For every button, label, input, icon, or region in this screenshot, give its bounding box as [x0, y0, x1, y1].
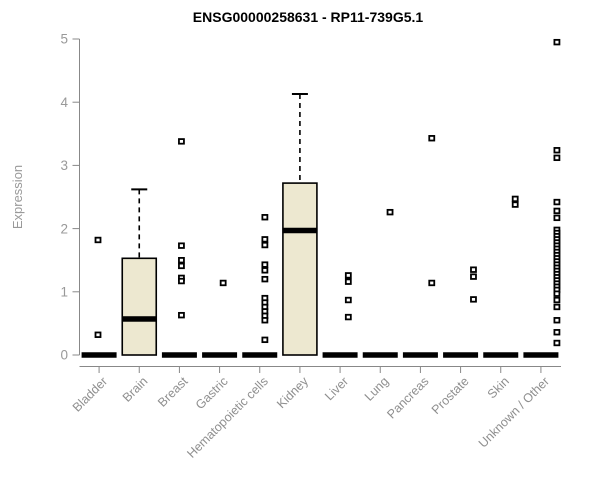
- median-liver: [322, 352, 358, 358]
- x-category-label-gastric: Gastric: [193, 374, 231, 412]
- median-hematopoietic-cells: [242, 352, 278, 358]
- median-pancreas: [402, 352, 438, 358]
- y-tick-label: 1: [60, 285, 68, 300]
- outlier-point: [261, 261, 269, 268]
- chart-title: ENSG00000258631 - RP11-739G5.1: [193, 9, 424, 25]
- y-tick-label: 2: [60, 221, 68, 236]
- x-category-label-breast: Breast: [155, 374, 191, 410]
- outlier-point: [553, 214, 561, 222]
- median-breast: [161, 352, 197, 358]
- outlier-point: [553, 198, 561, 206]
- outlier-point: [261, 317, 269, 324]
- outlier-point: [178, 256, 185, 264]
- outlier-point: [261, 336, 269, 344]
- outlier-point: [344, 272, 352, 279]
- outlier-point: [178, 262, 185, 270]
- outlier-point: [553, 154, 561, 162]
- outlier-point: [553, 296, 561, 304]
- outlier-point: [344, 313, 352, 321]
- outlier-point: [470, 273, 477, 280]
- outlier-point: [344, 296, 352, 304]
- outlier-point: [261, 214, 269, 221]
- outlier-point: [261, 236, 269, 243]
- outlier-point: [553, 303, 561, 311]
- x-category-label-pancreas: Pancreas: [384, 374, 431, 421]
- outlier-point: [428, 279, 436, 287]
- y-tick-label: 3: [60, 158, 68, 173]
- box-kidney: [282, 182, 318, 356]
- outlier-point: [428, 135, 436, 142]
- outlier-point: [511, 201, 519, 208]
- y-axis-label: Expression: [10, 165, 25, 229]
- outlier-point: [94, 236, 102, 244]
- median-kidney: [282, 227, 318, 234]
- x-category-label-unknown-other: Unknown / Other: [476, 374, 552, 450]
- outlier-point: [178, 138, 185, 145]
- median-prostate: [443, 352, 479, 358]
- median-lung: [362, 352, 398, 358]
- median-brain: [121, 316, 157, 322]
- outlier-point: [511, 195, 519, 203]
- box-brain: [121, 257, 158, 356]
- outlier-point: [553, 339, 561, 347]
- median-skin: [483, 352, 519, 358]
- y-tick-label: 0: [60, 348, 68, 363]
- x-category-label-bladder: Bladder: [70, 374, 110, 414]
- y-tick-label: 4: [60, 95, 68, 110]
- outlier-point: [553, 207, 561, 215]
- outlier-point: [261, 267, 269, 274]
- x-category-label-liver: Liver: [322, 374, 351, 403]
- median-bladder: [81, 352, 117, 358]
- outlier-point: [553, 329, 561, 336]
- outlier-point: [178, 242, 185, 249]
- median-gastric: [202, 352, 238, 358]
- outlier-point: [470, 296, 477, 303]
- y-tick-label: 5: [60, 32, 68, 47]
- outlier-point: [219, 279, 227, 287]
- outlier-point: [261, 275, 269, 283]
- outlier-point: [553, 317, 561, 324]
- median-unknown-other: [523, 352, 559, 358]
- outlier-point: [386, 208, 394, 216]
- outlier-point: [261, 241, 269, 249]
- outlier-point: [178, 311, 185, 319]
- outlier-point: [470, 266, 477, 273]
- outlier-point: [553, 38, 561, 46]
- outlier-point: [553, 147, 561, 154]
- outlier-point: [178, 277, 185, 285]
- x-category-label-prostate: Prostate: [429, 374, 472, 417]
- outlier-point: [344, 278, 352, 285]
- x-category-label-skin: Skin: [485, 374, 512, 401]
- x-category-label-kidney: Kidney: [274, 374, 311, 411]
- x-category-label-lung: Lung: [362, 374, 392, 404]
- outlier-point: [553, 290, 561, 297]
- outlier-point: [94, 331, 102, 338]
- x-category-label-brain: Brain: [120, 374, 151, 405]
